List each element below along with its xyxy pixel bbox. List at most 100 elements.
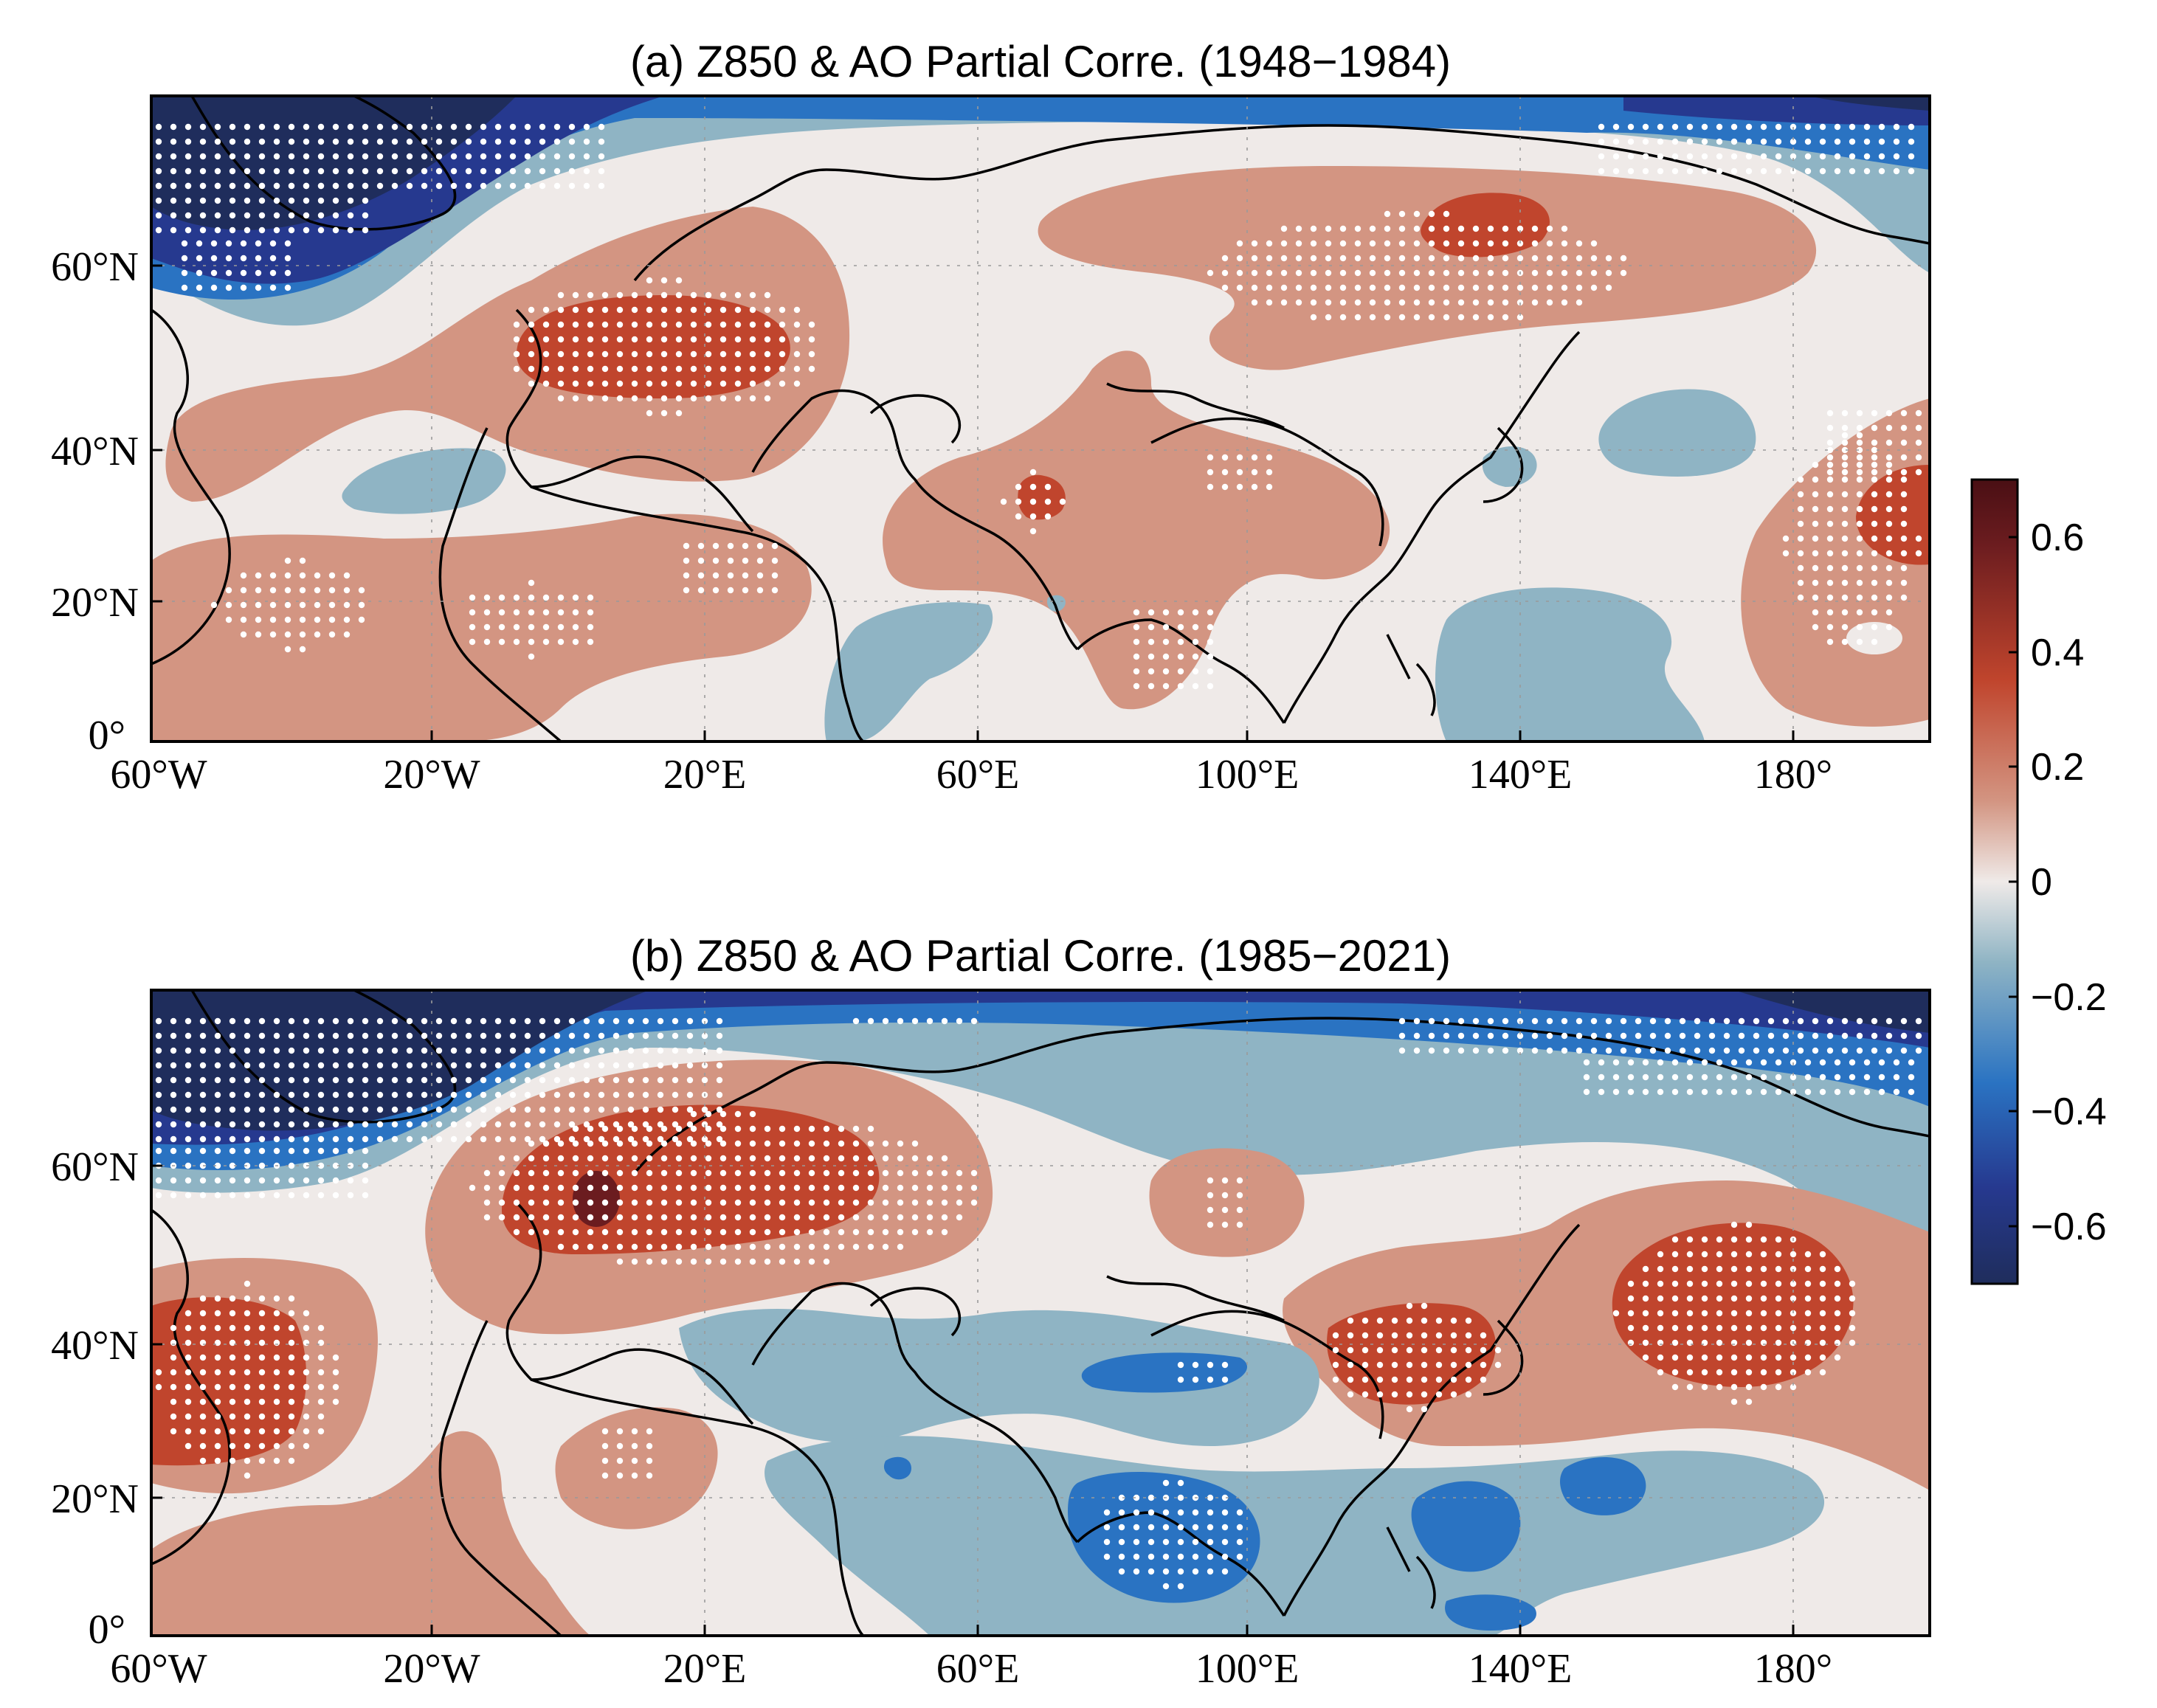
significance-dot [362, 1135, 369, 1143]
significance-dot [616, 1214, 624, 1221]
significance-dot [727, 557, 734, 564]
significance-dot [539, 1047, 546, 1054]
significance-dot [421, 1032, 428, 1040]
significance-dot [1177, 1376, 1184, 1383]
significance-dot [273, 1354, 280, 1361]
significance-dot [1745, 1295, 1753, 1302]
significance-dot [1804, 1251, 1812, 1258]
significance-dot [1745, 1383, 1753, 1391]
significance-dot [244, 1062, 251, 1069]
significance-dot [358, 616, 365, 623]
significance-dot [244, 123, 251, 131]
significance-dot [1915, 469, 1922, 476]
significance-dot [317, 212, 325, 219]
significance-dot [1162, 1509, 1170, 1516]
significance-dot [1332, 1361, 1339, 1369]
significance-dot [572, 1125, 579, 1133]
significance-dot [1384, 255, 1391, 262]
significance-dot [524, 138, 531, 145]
significance-dot [170, 182, 177, 190]
significance-dot [1450, 1361, 1457, 1369]
significance-dot [1730, 1059, 1738, 1066]
significance-dot [528, 623, 535, 631]
significance-dot [347, 1017, 354, 1025]
significance-dot [1664, 1032, 1671, 1040]
significance-dot [1730, 1236, 1738, 1243]
colorbar-ticks [2009, 536, 2018, 1228]
significance-dot [734, 1199, 742, 1206]
colorbar-tick-neg0.2: −0.2 [2031, 976, 2107, 1019]
significance-dot [719, 1125, 727, 1133]
significance-dot [1819, 1073, 1826, 1081]
significance-dot [317, 1324, 325, 1332]
significance-dot [347, 1106, 354, 1113]
significance-dot [793, 1155, 801, 1162]
significance-dot [1701, 1339, 1708, 1346]
significance-dot [1502, 314, 1509, 321]
significance-dot [184, 1076, 192, 1084]
significance-dot [376, 167, 384, 175]
significance-dot [480, 123, 487, 131]
significance-dot [587, 336, 594, 343]
significance-dot [1716, 1088, 1723, 1096]
significance-dot [1871, 520, 1878, 528]
significance-dot [690, 1110, 697, 1118]
significance-dot [1398, 269, 1406, 277]
significance-dot [1804, 1369, 1812, 1376]
significance-dot [1812, 594, 1819, 601]
significance-dot [793, 1184, 801, 1192]
significance-dot [601, 350, 609, 358]
significance-dot [273, 1295, 280, 1302]
significance-dot [229, 1457, 236, 1465]
significance-dot [170, 1121, 177, 1128]
significance-dot [1207, 469, 1214, 476]
significance-dot [1546, 255, 1553, 262]
significance-dot [583, 1017, 590, 1025]
significance-dot [1856, 1017, 1863, 1025]
significance-dot [1192, 1361, 1199, 1369]
significance-dot [1642, 1339, 1649, 1346]
significance-dot [498, 623, 505, 631]
significance-dot [1147, 1494, 1155, 1501]
significance-dot [1635, 1032, 1642, 1040]
significance-dot [184, 1428, 192, 1435]
significance-dot [229, 1121, 236, 1128]
significance-dot [170, 1047, 177, 1054]
significance-dot [1834, 1265, 1841, 1273]
significance-dot [742, 587, 749, 594]
significance-dot [1856, 1032, 1863, 1040]
panel-a-xtick-60w: 60°W [110, 752, 207, 798]
significance-dot [184, 212, 192, 219]
significance-dot [941, 1155, 948, 1162]
significance-dot [587, 1140, 594, 1147]
significance-dot [376, 123, 384, 131]
significance-dot [1671, 1073, 1679, 1081]
significance-dot [1627, 1088, 1635, 1096]
significance-dot [838, 1169, 845, 1177]
significance-dot [793, 1243, 801, 1251]
significance-dot [273, 227, 280, 234]
significance-dot [509, 1135, 517, 1143]
significance-dot [1133, 1524, 1140, 1531]
significance-dot [572, 594, 579, 601]
significance-dot [1908, 1073, 1915, 1081]
significance-dot [465, 1121, 472, 1128]
panel-a-title: (a) Z850 & AO Partial Corre. (1948−1984) [630, 37, 1451, 86]
significance-dot [391, 138, 398, 145]
significance-dot [170, 1106, 177, 1113]
significance-dot [719, 1184, 727, 1192]
significance-dot [1310, 299, 1317, 306]
significance-dot [170, 1413, 177, 1420]
significance-dot [1354, 284, 1362, 291]
significance-dot [1236, 454, 1243, 461]
significance-dot [406, 1135, 413, 1143]
significance-dot [1730, 1369, 1738, 1376]
significance-dot [764, 1199, 771, 1206]
significance-dot [1745, 1221, 1753, 1228]
significance-dot [1657, 1088, 1664, 1096]
significance-dot [362, 197, 369, 204]
significance-dot [734, 380, 742, 387]
significance-dot [1893, 167, 1900, 175]
significance-dot [1369, 284, 1376, 291]
significance-dot [583, 1135, 590, 1143]
